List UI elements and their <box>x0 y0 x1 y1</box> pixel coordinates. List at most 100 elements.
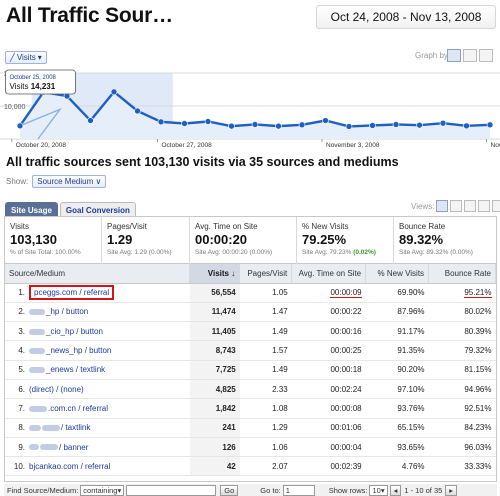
show-rows-label: Show rows: <box>328 485 368 495</box>
pivot-view-icon[interactable] <box>492 200 500 212</box>
source-link[interactable]: _enews / textlink <box>46 365 106 375</box>
bounce-rate-cell-value: 84.23% <box>464 423 492 433</box>
go-button[interactable]: Go <box>220 484 239 496</box>
show-rows-value: 10 <box>372 485 381 495</box>
show-rows-select[interactable]: 10 ▾ <box>369 484 388 496</box>
graph-by-month-icon[interactable] <box>479 49 493 62</box>
row-index: 8. <box>18 423 25 433</box>
graph-by-day-icon[interactable] <box>447 49 461 62</box>
source-link[interactable]: _cio_hp / button <box>46 326 103 336</box>
pages-visit-cell-value: 1.06 <box>272 442 288 452</box>
source-cell[interactable]: 10. bjcankao.com / referral <box>5 456 190 477</box>
bounce-rate-cell-value: 79.32% <box>464 346 492 356</box>
table-row[interactable]: 2. _hp / button 11,474 1.47 00:00:22 87.96% 80… <box>5 302 496 323</box>
tooltip-metric-label: Visits <box>10 82 29 91</box>
col-header-bounce-rate[interactable]: Bounce Rate <box>428 264 496 284</box>
source-cell[interactable]: 5. _enews / textlink <box>5 360 190 380</box>
visits-cell: 241 <box>189 418 240 438</box>
source-cell[interactable]: 9. / banner <box>5 437 190 458</box>
col-header-source[interactable]: Source/Medium <box>5 264 191 284</box>
avg-time-cell-value: 00:00:08 <box>330 403 362 413</box>
source-cell[interactable]: 6. (direct) / (none) <box>5 379 190 400</box>
source-cell[interactable]: 4. _news_hp / button <box>5 340 190 361</box>
col-header-avg-time[interactable]: Avg. Time on Site <box>291 264 367 284</box>
table-row[interactable]: 1. pceggs.com / referral 56,554 1.05 00:00:0… <box>5 283 496 303</box>
tab-goal-conversion[interactable]: Goal Conversion <box>59 202 136 218</box>
avg-time-cell-value: 00:00:09 <box>330 288 362 299</box>
comparison-view-icon[interactable] <box>478 200 491 212</box>
source-cell[interactable]: 1. pceggs.com / referral <box>5 283 190 303</box>
redacted-text <box>40 444 58 451</box>
source-link[interactable]: pceggs.com / referral <box>34 288 110 298</box>
source-link[interactable]: bjcankao.com / referral <box>29 461 111 471</box>
visits-cell: 126 <box>189 437 240 458</box>
pie-view-icon[interactable] <box>450 200 463 212</box>
source-cell[interactable]: 7. .com.cn / referral <box>5 398 190 419</box>
data-point <box>204 118 212 125</box>
source-link[interactable]: _hp / button <box>46 307 89 317</box>
pages-visit-cell-value: 1.47 <box>272 307 288 317</box>
data-point <box>345 123 353 130</box>
table-row[interactable]: 6. (direct) / (none) 4,825 2.33 00:02:24 97.1… <box>5 379 496 400</box>
bounce-rate-cell: 92.51% <box>428 398 496 419</box>
avg-time-cell-value: 00:00:16 <box>330 326 362 336</box>
data-point <box>298 121 306 129</box>
bar-view-icon[interactable] <box>464 200 477 212</box>
source-cell[interactable]: 8. / taxtlink <box>5 418 190 438</box>
new-visits-cell-value: 93.76% <box>397 403 425 413</box>
data-point <box>110 88 118 96</box>
pages-visit-cell: 1.29 <box>239 418 292 438</box>
tab-site-usage[interactable]: Site Usage <box>5 202 58 218</box>
bounce-rate-cell: 80.39% <box>428 321 496 342</box>
col-header-new-visits[interactable]: % New Visits <box>365 264 430 284</box>
bounce-rate-cell: 80.02% <box>428 302 496 323</box>
redacted-text <box>29 405 47 412</box>
new-visits-cell-value: 91.17% <box>397 326 425 336</box>
dimension-select[interactable]: Source Medium ∨ <box>32 175 107 188</box>
avg-time-cell-value: 00:00:22 <box>330 307 362 317</box>
table-row[interactable]: 8. / taxtlink 241 1.29 00:01:06 65.15% 84.23% <box>5 418 496 438</box>
visits-cell-value: 8,743 <box>215 346 236 356</box>
prev-page-button[interactable]: ◂ <box>389 484 402 496</box>
new-visits-cell: 93.76% <box>365 398 429 419</box>
source-cell[interactable]: 3. _cio_hp / button <box>5 321 190 342</box>
next-page-button[interactable]: ▸ <box>445 484 458 496</box>
visits-cell-value: 11,474 <box>211 307 236 317</box>
visits-cell: 11,405 <box>189 321 240 342</box>
source-link[interactable]: (direct) / (none) <box>29 384 84 394</box>
data-panel: Visits 103,130 % of Site Total: 100.00% … <box>4 216 497 482</box>
find-input[interactable] <box>126 484 217 496</box>
graph-metric-select[interactable]: ╱ Visits ▾ <box>5 51 47 64</box>
table-row[interactable]: 3. _cio_hp / button 11,405 1.49 00:00:16 91.1… <box>5 321 496 342</box>
source-link[interactable]: _news_hp / button <box>46 346 112 356</box>
data-point <box>181 120 188 127</box>
pages-visit-cell: 1.49 <box>239 360 292 380</box>
avg-time-cell-value: 00:01:06 <box>330 423 362 433</box>
stat-value: 103,130 <box>10 232 57 247</box>
source-link[interactable]: / banner <box>59 442 89 452</box>
traffic-summary: All traffic sources sent 103,130 visits … <box>6 155 399 169</box>
row-index: 3. <box>18 326 25 336</box>
table-row[interactable]: 7. .com.cn / referral 1,842 1.08 00:00:08 93.… <box>5 398 496 419</box>
col-header-visits[interactable]: Visits ↓ <box>189 264 241 284</box>
table-view-icon[interactable] <box>436 200 449 212</box>
data-point <box>463 122 470 130</box>
source-cell[interactable]: 2. _hp / button <box>5 302 190 323</box>
goto-input[interactable]: 1 <box>282 484 315 496</box>
table-row[interactable]: 4. _news_hp / button 8,743 1.57 00:00:25 91.3… <box>5 340 496 361</box>
graph-by-week-icon[interactable] <box>463 49 477 62</box>
data-point <box>486 121 494 129</box>
table-row[interactable]: 9. / banner 126 1.06 00:00:04 93.65% 96.03% <box>5 437 496 458</box>
chart-tooltip <box>5 69 76 95</box>
data-point <box>157 118 165 126</box>
pages-visit-cell: 2.33 <box>239 379 292 400</box>
table-row[interactable]: 10. bjcankao.com / referral 42 2.07 00:02:39… <box>5 456 496 477</box>
date-range-picker[interactable]: Oct 24, 2008 - Nov 13, 2008 <box>316 5 496 29</box>
col-header-pages-visit[interactable]: Pages/Visit <box>239 264 293 284</box>
table-row[interactable]: 5. _enews / textlink 7,725 1.49 00:00:18 90.2… <box>5 360 496 380</box>
source-link[interactable]: .com.cn / referral <box>48 403 109 413</box>
match-mode-select[interactable]: containing ▾ <box>80 484 125 496</box>
source-link[interactable]: / taxtlink <box>61 423 91 433</box>
stat-sub: % of Site Total: 100.00% <box>10 249 81 256</box>
new-visits-cell: 69.90% <box>365 283 429 303</box>
